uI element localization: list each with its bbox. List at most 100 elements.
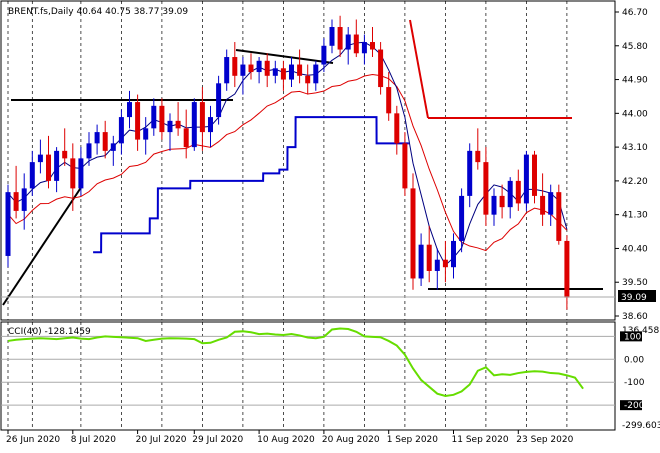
candle-body bbox=[418, 244, 424, 279]
candle-body bbox=[532, 154, 537, 196]
date-label: 29 Jul 2020 bbox=[192, 435, 243, 445]
price-tick-label: 42.20 bbox=[622, 177, 648, 187]
price-tick-label: 45.80 bbox=[622, 42, 648, 52]
candles bbox=[5, 15, 570, 310]
candle-body bbox=[21, 188, 27, 211]
price-tick-label: 41.30 bbox=[622, 211, 648, 221]
candle-body bbox=[289, 64, 294, 80]
candle-body bbox=[345, 34, 351, 50]
candle-body bbox=[434, 259, 440, 271]
red-downtrend-line[interactable] bbox=[409, 19, 429, 119]
candle-body bbox=[305, 75, 311, 84]
candle-body bbox=[232, 57, 238, 76]
cci-level-label: -100 bbox=[624, 378, 645, 388]
cci-line bbox=[7, 327, 584, 398]
candle-body bbox=[5, 192, 11, 256]
fast-moving-average bbox=[7, 41, 568, 267]
ascending-trendline[interactable] bbox=[2, 185, 83, 306]
candle-body bbox=[216, 83, 222, 118]
candle-body bbox=[256, 60, 262, 73]
date-axis: 26 Jun 2020 8 Jul 2020 20 Jul 2020 29 Jul 2… bbox=[6, 430, 574, 445]
candle-body bbox=[459, 195, 465, 241]
price-tick-label: 38.60 bbox=[622, 312, 648, 322]
date-label: 11 Sep 2020 bbox=[452, 435, 509, 445]
candle-body bbox=[540, 195, 546, 215]
cci-panel-frame bbox=[0, 321, 616, 431]
candle-body bbox=[491, 195, 497, 215]
cci-level-badge bbox=[620, 400, 642, 411]
date-label: 26 Jun 2020 bbox=[6, 435, 60, 445]
trailing-stop-line bbox=[93, 116, 409, 254]
candle-body bbox=[475, 150, 481, 163]
candle-body bbox=[46, 154, 51, 181]
candle-body bbox=[451, 240, 456, 268]
candle-body bbox=[564, 240, 570, 298]
candle-body bbox=[240, 64, 246, 76]
price-panel-frame bbox=[0, 0, 616, 321]
date-label: 20 Jul 2020 bbox=[136, 435, 187, 445]
candle-body bbox=[499, 195, 505, 208]
candle-body bbox=[110, 143, 116, 151]
candle-body bbox=[313, 64, 319, 84]
candle-body bbox=[248, 64, 254, 73]
cci-level-label: 0.00 bbox=[624, 355, 644, 365]
trendlines[interactable] bbox=[2, 19, 603, 306]
candle-body bbox=[191, 102, 197, 148]
candle-body bbox=[102, 132, 108, 151]
candle-body bbox=[208, 117, 213, 133]
date-label: 1 Sep 2020 bbox=[387, 435, 439, 445]
candle-body bbox=[62, 150, 68, 159]
candle-body bbox=[167, 120, 173, 133]
candle-body bbox=[297, 64, 303, 76]
candle-body bbox=[386, 87, 392, 114]
candle-body bbox=[175, 120, 181, 129]
descending-top-line[interactable] bbox=[235, 49, 334, 64]
candle-body bbox=[29, 162, 35, 189]
candle-body bbox=[78, 158, 84, 189]
price-axis: 46.70 45.80 44.90 44.00 43.10 42.20 41.30 40.40… bbox=[615, 8, 648, 322]
date-label: 10 Aug 2020 bbox=[257, 435, 315, 445]
cci-axis: 100 0.00 -100 -200 bbox=[620, 331, 645, 411]
cci-title: CCI(40) -128.1459 bbox=[8, 327, 91, 337]
candle-body bbox=[135, 102, 141, 140]
candle-body bbox=[370, 42, 375, 50]
current-price-label: 39.09 bbox=[621, 293, 647, 303]
candle-body bbox=[94, 132, 100, 144]
cci-min-label: -299.603 bbox=[622, 421, 660, 431]
candle-body bbox=[410, 188, 416, 279]
candle-body bbox=[556, 192, 562, 241]
chart-title: BRENT.fs,Daily 40.64 40.75 38.77 39.09 bbox=[8, 7, 188, 17]
cci-level-label: 100 bbox=[624, 332, 641, 342]
candle-body bbox=[183, 128, 189, 148]
current-price-badge bbox=[618, 290, 656, 302]
cci-level-label: -200 bbox=[624, 401, 645, 411]
date-label: 20 Aug 2020 bbox=[322, 435, 380, 445]
candle-body bbox=[321, 45, 327, 65]
candle-body bbox=[70, 158, 76, 189]
candle-body bbox=[353, 34, 359, 54]
candle-body bbox=[151, 105, 157, 129]
candle-body bbox=[507, 180, 513, 208]
candle-body bbox=[143, 128, 149, 140]
candle-body bbox=[54, 150, 60, 181]
candle-body bbox=[515, 180, 521, 204]
date-label: 8 Jul 2020 bbox=[71, 435, 116, 445]
candle-body bbox=[13, 192, 19, 211]
candle-body bbox=[37, 154, 43, 163]
price-tick-label: 44.00 bbox=[622, 109, 648, 119]
candle-body bbox=[199, 102, 205, 133]
price-tick-label: 40.40 bbox=[622, 244, 648, 254]
vertical-grid bbox=[7, 1, 568, 430]
candle-body bbox=[523, 154, 529, 204]
candle-body bbox=[483, 162, 489, 215]
price-tick-label: 44.90 bbox=[622, 76, 648, 86]
cci-max-label: 136.4581 bbox=[622, 326, 660, 336]
candle-body bbox=[402, 143, 408, 189]
candle-body bbox=[118, 117, 124, 144]
slow-moving-average bbox=[7, 74, 568, 252]
price-tick-label: 46.70 bbox=[622, 8, 648, 18]
candle-body bbox=[394, 113, 400, 144]
cci-level-badge bbox=[620, 331, 642, 342]
